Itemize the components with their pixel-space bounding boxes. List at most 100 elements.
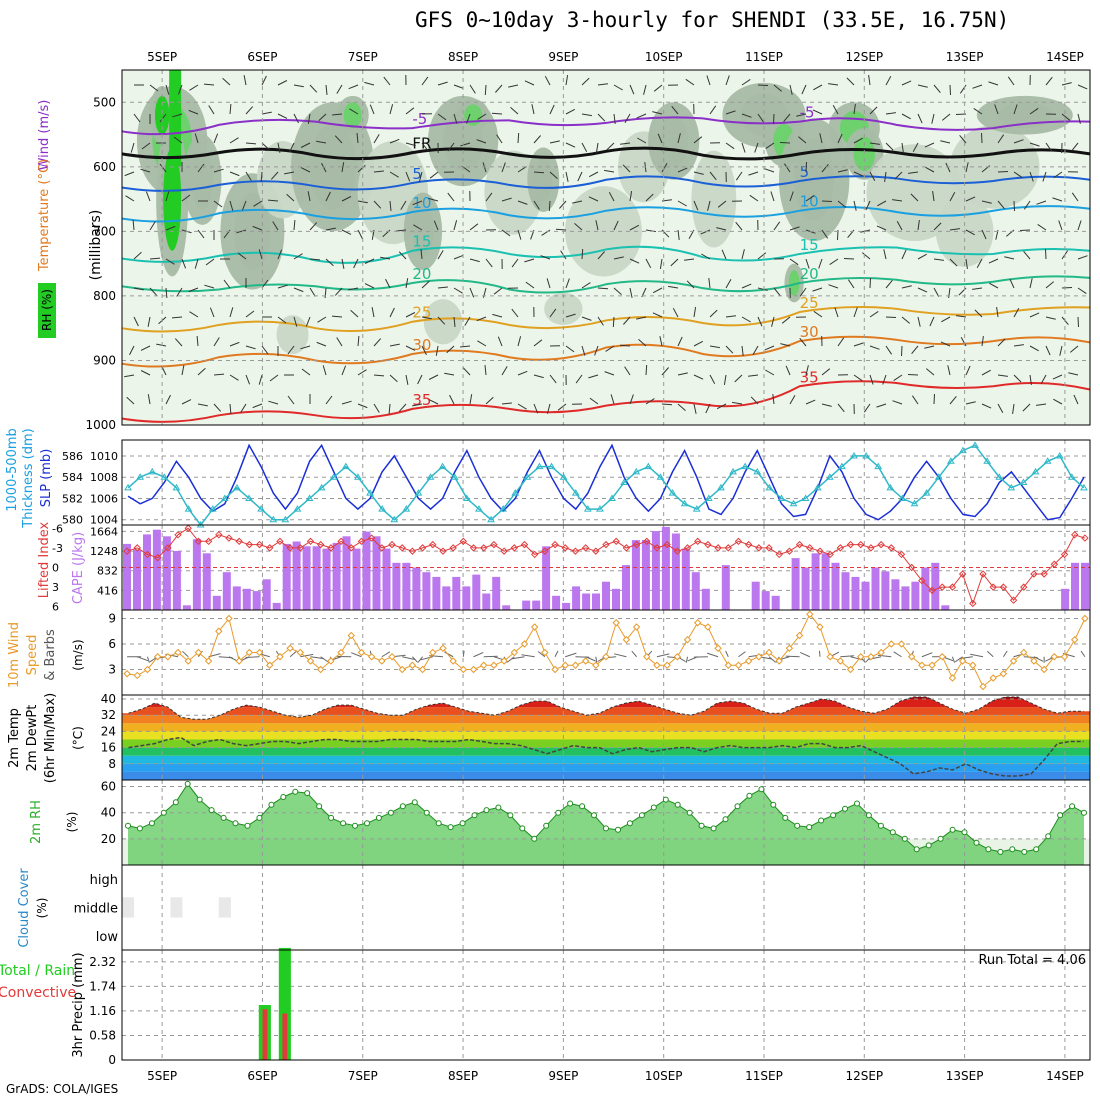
wind-barb	[549, 374, 557, 384]
wind-barb	[420, 249, 423, 260]
thickness-point	[1055, 451, 1064, 459]
wind-barb	[1052, 374, 1063, 380]
lifted-index-point	[1081, 534, 1089, 542]
lifted-index-point	[469, 544, 478, 552]
thickness-point	[1031, 467, 1040, 475]
wind-speed-point	[164, 653, 172, 661]
day-label-bottom: 5SEP	[147, 1069, 177, 1083]
wind-speed-point	[133, 671, 141, 680]
lifted-index-point	[857, 540, 865, 549]
isotherm-line	[121, 306, 1091, 333]
wind-barb	[812, 287, 823, 292]
precip-tick-label: 0.58	[89, 1028, 116, 1042]
cape-bar	[322, 548, 331, 610]
wind-barb	[677, 336, 683, 347]
cape-bar	[172, 551, 181, 610]
wind-speed-point	[785, 644, 794, 652]
wind-barb	[754, 142, 759, 153]
isotherm-line	[121, 175, 1091, 192]
wind-barb	[229, 200, 234, 211]
wind-barb	[821, 163, 829, 173]
wind-barb-10m	[417, 656, 423, 663]
wind-barb	[709, 105, 717, 115]
thickness-point	[1043, 457, 1052, 464]
rh2m-area	[127, 783, 1085, 865]
wind-barb	[469, 84, 476, 94]
wind-barb	[189, 84, 199, 91]
wind-barb	[1061, 82, 1072, 86]
wind-barb	[869, 310, 879, 318]
wind-barb	[595, 142, 599, 153]
wind-barb	[972, 84, 983, 89]
wind-barb	[629, 224, 640, 231]
wind-barb	[610, 394, 615, 405]
wind-barb	[287, 345, 295, 355]
wind-barb	[267, 199, 279, 202]
cape-bar	[921, 567, 930, 610]
wind-barb	[229, 171, 240, 177]
wind-barb-10m	[685, 656, 689, 663]
wind-barb	[421, 280, 430, 289]
wind-barb	[933, 258, 944, 261]
cape-bar	[312, 546, 321, 611]
wind-barb	[336, 84, 343, 94]
cape-bar	[911, 581, 920, 610]
precip-tick-label: 1.74	[89, 979, 116, 993]
wind-barb	[429, 171, 439, 179]
wind-barb	[268, 400, 279, 405]
cape-bar	[482, 593, 491, 610]
lifted-index-point	[367, 534, 376, 542]
wind-barb	[546, 278, 551, 289]
thickness-point	[717, 483, 725, 491]
wind-barb	[834, 307, 839, 318]
wind-barb	[453, 287, 463, 294]
wind-barb	[869, 106, 878, 115]
wind-barb	[805, 365, 809, 376]
thickness-point	[535, 462, 544, 470]
wind-speed-point	[357, 648, 366, 657]
wind-barb	[405, 374, 409, 385]
wind-barb	[901, 249, 907, 260]
wind-barb	[517, 200, 528, 205]
thickness-point	[462, 494, 471, 501]
wind-barb	[501, 162, 506, 173]
wind-barb	[716, 227, 727, 231]
wind-barb	[396, 229, 407, 232]
wind-barb	[693, 340, 704, 347]
thickness-point	[426, 473, 435, 480]
wind-barb	[447, 142, 455, 152]
wind-barb	[453, 113, 458, 124]
wind-barb	[956, 315, 967, 318]
rh2m-point	[364, 820, 370, 827]
lifted-index-point	[836, 544, 845, 552]
wind-barb	[577, 171, 583, 182]
wind-barb	[373, 170, 384, 173]
rh2m-point	[818, 817, 825, 824]
wind-barb	[287, 395, 295, 405]
thickness-point	[317, 483, 326, 491]
wind-barb	[549, 171, 558, 179]
wind-barb	[501, 229, 511, 237]
wind-barb-10m	[1080, 650, 1086, 658]
wind-barb	[869, 277, 871, 289]
rh2m-point	[280, 794, 287, 800]
temperature-unit-label: (°C)	[71, 726, 85, 750]
wind-barb	[869, 142, 880, 145]
wind-frame	[121, 609, 1091, 696]
wind-barb	[629, 394, 634, 405]
wind-speed-point	[530, 623, 539, 631]
rh2m-point	[758, 786, 765, 793]
wind-barb	[325, 395, 333, 405]
wind-barb	[176, 287, 183, 297]
wind-barb	[901, 316, 911, 324]
lifted-index-point	[795, 540, 804, 549]
thickness-point	[620, 478, 629, 485]
lifted-index-point	[1040, 570, 1048, 578]
wind-barb	[428, 197, 439, 202]
wind-barb	[765, 142, 775, 150]
cape-bar	[931, 562, 940, 610]
rh2m-point	[519, 825, 526, 832]
wind-barb	[357, 335, 360, 347]
wind-barb	[341, 229, 352, 235]
wind-barb	[613, 220, 619, 231]
